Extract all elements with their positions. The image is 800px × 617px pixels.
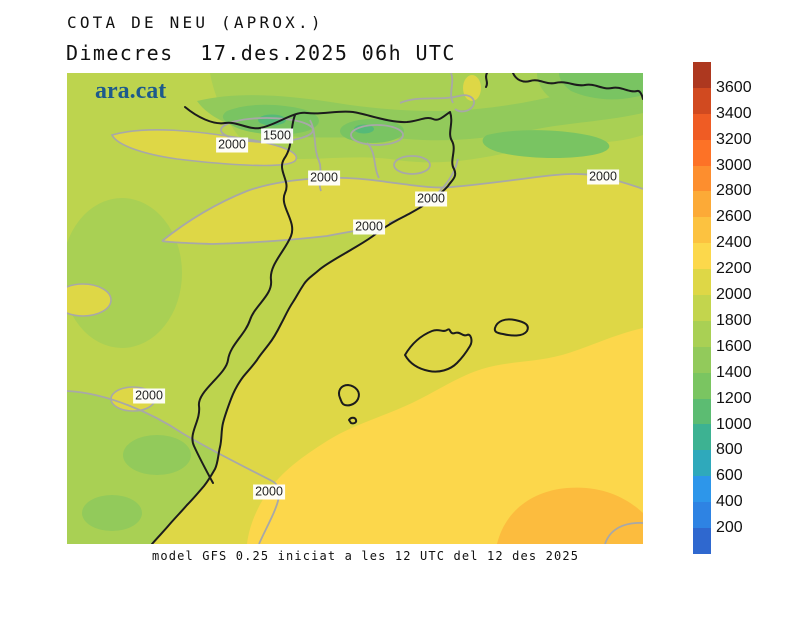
colorbar-band (693, 424, 711, 451)
contour-label-2000: 2000 (308, 170, 340, 186)
colorbar-tick-label: 3400 (716, 104, 752, 122)
islands (338, 318, 529, 425)
colorbar-tick-label: 3200 (716, 130, 752, 148)
contour-label-2000: 2000 (253, 484, 285, 500)
colorbar-tick-label: 2200 (716, 260, 752, 278)
colorbar-band (693, 87, 711, 114)
colorbar-band (693, 269, 711, 296)
formentera-outline (348, 416, 358, 425)
colorbar-band (693, 191, 711, 218)
colorbar-band (693, 372, 711, 399)
pyrenees-border-and-coastline (151, 106, 457, 544)
colorbar-band (693, 346, 711, 373)
page-subtitle: Dimecres 17.des.2025 06h UTC (66, 41, 456, 65)
colorbar-tick-label: 1400 (716, 363, 752, 381)
colorbar-tick-label: 200 (716, 519, 743, 537)
contour-label-1500: 1500 (261, 128, 293, 144)
french-coastline (512, 73, 643, 100)
borders (151, 73, 643, 544)
colorbar-tick-label: 600 (716, 467, 743, 485)
colorbar-band (693, 243, 711, 270)
elevation-colorbar (693, 62, 711, 554)
map-canvas (67, 73, 643, 544)
colorbar-band (693, 320, 711, 347)
colorbar-band (693, 113, 711, 140)
colorbar-band (693, 398, 711, 425)
colorbar-band (693, 450, 711, 477)
colorbar-tick-label: 1800 (716, 311, 752, 329)
colorbar-band (693, 476, 711, 503)
contour-label-2000: 2000 (216, 137, 248, 153)
colorbar-band (693, 502, 711, 529)
colorbar-tick-label: 1000 (716, 415, 752, 433)
contour-label-2000: 2000 (587, 169, 619, 185)
colorbar-tick-label: 2800 (716, 182, 752, 200)
colorbar-tick-label: 1600 (716, 337, 752, 355)
ara-cat-logo: ara.cat (95, 78, 167, 104)
colorbar-band (693, 217, 711, 244)
snow-level-map: ara.cat 1500 2000 2000 2000 2000 2000 2000 2000 (67, 73, 643, 544)
ibiza-outline (338, 384, 360, 407)
colorbar-band (693, 295, 711, 321)
inland-border (191, 114, 296, 484)
colorbar-tick-label: 3000 (716, 156, 752, 174)
page-title: COTA DE NEU (APROX.) (67, 13, 324, 32)
colorbar-band (693, 139, 711, 166)
contour-2000-south (67, 390, 281, 544)
elevation-regions (67, 73, 643, 544)
contour-label-2000: 2000 (133, 388, 165, 404)
colorbar-tick-label: 400 (716, 493, 743, 511)
contour-label-2000: 2000 (353, 219, 385, 235)
colorbar-tick-label: 800 (716, 441, 743, 459)
colorbar-tick-label: 1200 (716, 389, 752, 407)
colorbar-band (693, 528, 711, 554)
contour-label-2000: 2000 (415, 191, 447, 207)
colorbar-tick-label: 2000 (716, 286, 752, 304)
colorbar-tick-label: 2400 (716, 234, 752, 252)
menorca-outline (493, 318, 529, 337)
model-run-caption: model GFS 0.25 iniciat a les 12 UTC del … (152, 549, 580, 563)
colorbar-tick-label: 2600 (716, 208, 752, 226)
colorbar-band (693, 165, 711, 192)
mallorca-outline (404, 328, 473, 373)
colorbar-tick-label: 3600 (716, 78, 752, 96)
colorbar-band (693, 62, 711, 88)
